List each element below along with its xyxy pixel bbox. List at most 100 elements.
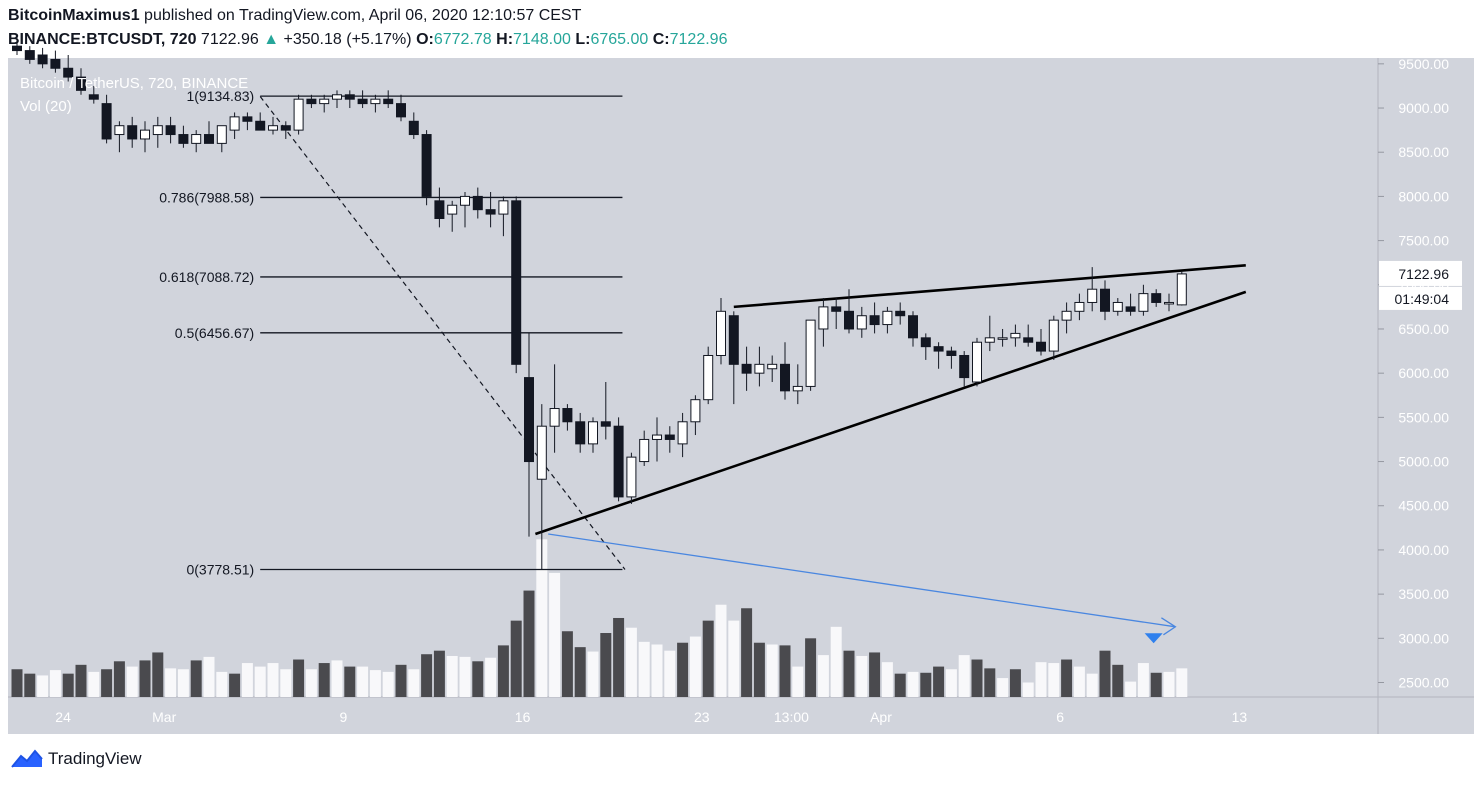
volume-bar (1150, 672, 1162, 697)
author-name[interactable]: BitcoinMaximus1 (8, 7, 140, 24)
time-tick-label: 6 (1056, 709, 1064, 725)
price-chart[interactable]: 9500.009000.008500.008000.007500.007000.… (0, 0, 1478, 740)
candle (536, 404, 547, 570)
trendlines[interactable] (259, 96, 1247, 644)
volume-bar (549, 572, 561, 697)
wedge-support-line (534, 290, 1247, 536)
candle-body (1164, 301, 1174, 305)
volume-bar (293, 659, 305, 697)
candle (677, 412, 688, 458)
fib-level-label: 0.618(7088.72) (159, 269, 254, 285)
candle (728, 311, 739, 405)
candle (895, 302, 906, 325)
chart-legend-title: Bitcoin / TetherUS, 720, BINANCE (20, 75, 248, 92)
candle-body (76, 76, 86, 91)
volume-bar (459, 656, 471, 697)
candle (754, 346, 765, 387)
candle (805, 319, 816, 391)
candle (767, 355, 778, 383)
candle-body (370, 98, 381, 105)
candle-body (920, 337, 931, 348)
volume-bar (958, 655, 970, 697)
volume-bar (651, 644, 663, 697)
candle-body (716, 310, 726, 356)
publish-info: BitcoinMaximus1 published on TradingView… (8, 7, 581, 25)
candle-body (396, 103, 406, 118)
candle (792, 364, 803, 405)
volume-bar (907, 671, 919, 697)
candle-body (447, 204, 458, 215)
candle (920, 333, 931, 360)
candle (50, 50, 61, 73)
candle (370, 94, 381, 113)
candle (716, 298, 726, 365)
candle-body (536, 425, 547, 480)
volume-bar (971, 659, 983, 697)
candle (472, 187, 483, 219)
candle (229, 112, 240, 139)
candle-body (856, 315, 867, 330)
volume-bar (395, 664, 407, 697)
candle-body (1074, 301, 1085, 312)
time-tick-label: 13:00 (774, 709, 809, 725)
price-axis[interactable]: 9500.009000.008500.008000.007500.007000.… (1378, 56, 1449, 691)
candle (600, 382, 611, 440)
volume-bar (830, 626, 842, 697)
volume-bar (408, 669, 420, 697)
candle-body (1048, 319, 1059, 352)
candle-body (1176, 273, 1187, 306)
volume-bar (1099, 650, 1111, 697)
candle-body (1010, 332, 1021, 339)
candle-body (1138, 293, 1149, 312)
candle (690, 395, 701, 436)
volume-bar (574, 647, 586, 697)
candle (498, 196, 509, 237)
candle (255, 112, 266, 131)
volume-bar (587, 651, 599, 697)
candle (869, 302, 880, 334)
candle-body (293, 98, 304, 131)
fib-level-label: 0.5(6456.67) (175, 325, 254, 341)
candle-body (805, 319, 816, 387)
volume-bar (497, 645, 509, 697)
candle (383, 90, 394, 109)
candle (293, 94, 304, 135)
volume-bar (254, 666, 266, 697)
candle-body (600, 421, 611, 427)
candle (24, 46, 35, 64)
candle (447, 200, 458, 232)
volume-bar (1086, 673, 1098, 697)
candle (216, 125, 227, 153)
candle (178, 125, 189, 148)
candle (959, 351, 970, 387)
candle (984, 315, 995, 352)
candle (908, 311, 918, 347)
volume-bar (523, 590, 535, 697)
price-tick-label: 8500.00 (1398, 144, 1449, 160)
candle (1036, 328, 1046, 356)
fib-diagonal-line (259, 96, 626, 570)
candle (652, 417, 662, 462)
candle (204, 121, 214, 144)
candle (460, 191, 470, 228)
price-tick-label: 3500.00 (1398, 586, 1449, 602)
high-label: H: (496, 31, 514, 48)
candle-body (383, 98, 394, 105)
candle (626, 452, 637, 504)
price-tick-label: 6000.00 (1398, 365, 1449, 381)
candle (357, 90, 368, 109)
fibonacci-retracement[interactable]: 1(9134.83) 0.786(7988.58) 0.618(7088.72) 0.… (159, 88, 623, 578)
candle-body (844, 310, 854, 330)
tradingview-brand[interactable]: TradingView (48, 749, 142, 768)
volume-bar (817, 655, 829, 697)
time-tick-label: Apr (870, 709, 892, 725)
time-axis[interactable]: 24 Mar 9 16 23 13:00 Apr 6 13 (55, 709, 1247, 725)
volume-trend-arrowhead (1161, 617, 1177, 636)
candle (1138, 284, 1149, 316)
candle (1061, 302, 1072, 334)
candle-body (895, 310, 906, 317)
symbol-label: BINANCE:BTCUSDT, 720 (8, 31, 197, 48)
volume-bar (638, 641, 650, 697)
volume-bar (894, 673, 906, 697)
candle (191, 130, 202, 153)
